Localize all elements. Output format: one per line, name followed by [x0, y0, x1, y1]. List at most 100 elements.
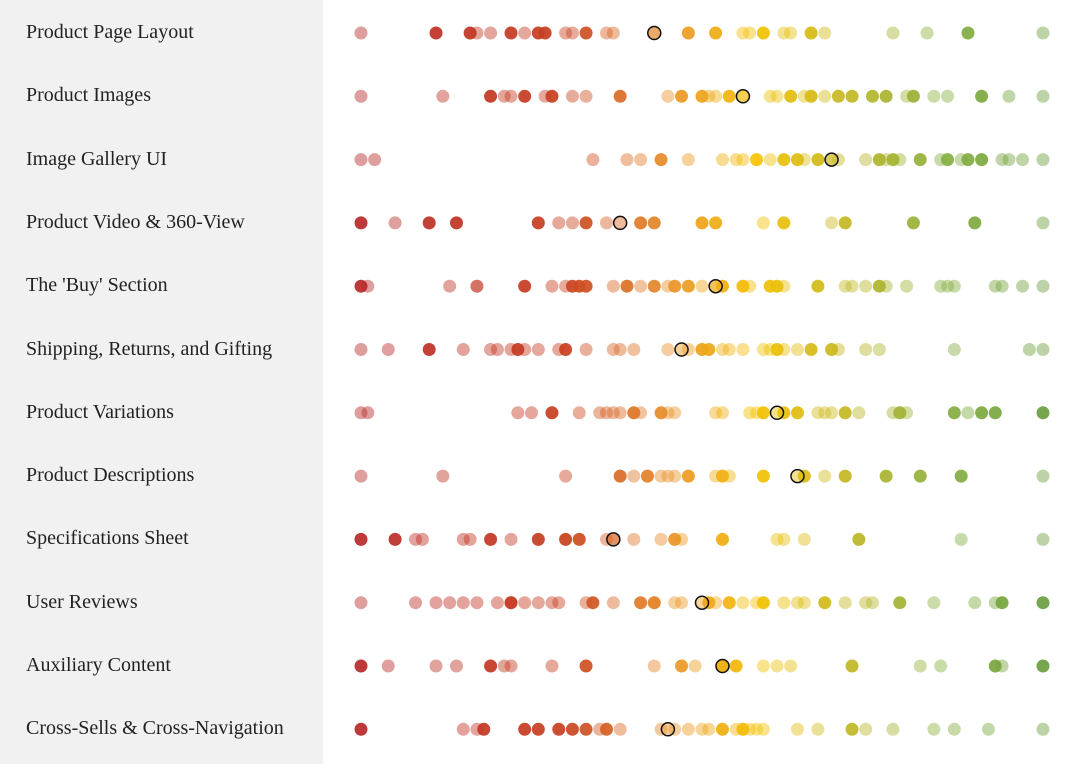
- dot-row: [354, 278, 1050, 294]
- data-point-emphasized: [429, 26, 443, 40]
- data-point-emphasized: [838, 406, 852, 420]
- data-point-emphasized: [559, 532, 573, 546]
- data-point-emphasized: [675, 89, 689, 103]
- data-point-emphasized: [531, 532, 545, 546]
- data-point: [606, 26, 620, 40]
- data-point: [763, 153, 777, 167]
- data-point: [634, 406, 648, 420]
- data-point: [647, 659, 661, 673]
- data-point-emphasized: [531, 722, 545, 736]
- data-point-emphasized: [422, 343, 436, 356]
- data-point-emphasized: [777, 153, 791, 167]
- data-point: [668, 406, 682, 420]
- data-point: [415, 532, 429, 546]
- data-point: [634, 279, 648, 293]
- data-point: [470, 26, 484, 40]
- data-point: [859, 279, 873, 293]
- data-point: [1036, 532, 1050, 546]
- data-point: [606, 343, 620, 356]
- data-point: [988, 279, 1002, 293]
- data-point-emphasized: [709, 26, 723, 40]
- row-marker: [790, 468, 805, 484]
- data-point: [695, 279, 709, 293]
- data-point: [504, 596, 518, 610]
- data-point: [443, 596, 457, 610]
- data-point: [722, 469, 736, 483]
- data-point: [668, 469, 682, 483]
- data-point: [920, 26, 934, 40]
- data-point-emphasized: [545, 89, 559, 103]
- data-point: [361, 279, 375, 293]
- data-point-emphasized: [961, 26, 975, 40]
- row-marker: [824, 152, 839, 167]
- data-point: [777, 26, 791, 40]
- data-point-emphasized: [777, 216, 791, 230]
- data-point: [797, 596, 811, 610]
- data-point: [866, 596, 879, 610]
- row-marker: [708, 278, 723, 294]
- row-marker: [694, 595, 710, 610]
- data-point: [634, 153, 648, 167]
- data-point: [927, 596, 941, 610]
- data-point-emphasized: [941, 153, 955, 167]
- data-point: [668, 596, 682, 610]
- data-point: [497, 659, 511, 673]
- data-point-emphasized: [518, 89, 532, 103]
- data-point-emphasized: [565, 722, 579, 736]
- data-point-emphasized: [559, 343, 573, 356]
- data-point-emphasized: [600, 722, 614, 736]
- data-point-emphasized: [906, 216, 920, 230]
- data-point: [579, 343, 593, 356]
- row-label: Product Page Layout: [26, 21, 194, 43]
- data-point-emphasized: [354, 532, 368, 546]
- data-point: [409, 596, 423, 610]
- data-point-emphasized: [354, 216, 368, 230]
- row-label: Product Images: [26, 84, 151, 107]
- data-point: [613, 406, 627, 420]
- data-point-emphasized: [518, 722, 532, 736]
- data-point: [504, 532, 518, 546]
- data-point-emphasized: [845, 659, 859, 673]
- data-point-emphasized: [954, 469, 968, 483]
- data-point: [647, 26, 661, 40]
- data-point-emphasized: [729, 659, 743, 673]
- data-point: [995, 279, 1009, 293]
- data-point: [688, 659, 702, 673]
- data-point-emphasized: [804, 26, 818, 40]
- row-label: Product Variations: [26, 400, 174, 423]
- data-point: [934, 659, 948, 673]
- data-point-emphasized: [715, 659, 729, 673]
- row-label: Specifications Sheet: [26, 527, 189, 550]
- dot-row: [354, 405, 1050, 421]
- data-point: [545, 659, 559, 673]
- data-point: [627, 343, 641, 356]
- data-point: [831, 343, 845, 356]
- data-point: [381, 343, 395, 356]
- data-point-emphasized: [804, 343, 818, 356]
- data-point-emphasized: [477, 722, 491, 736]
- data-point: [586, 153, 600, 167]
- row-marker: [606, 532, 621, 547]
- data-point-emphasized: [975, 89, 989, 103]
- data-point-emphasized: [504, 596, 518, 610]
- data-point: [756, 722, 770, 736]
- data-point: [709, 89, 723, 103]
- data-point-emphasized: [838, 469, 852, 483]
- data-point-emphasized: [988, 659, 1002, 673]
- data-point-emphasized: [818, 596, 832, 610]
- data-point: [784, 26, 798, 40]
- data-point: [736, 26, 750, 40]
- data-point: [627, 469, 641, 483]
- data-point-emphasized: [770, 343, 784, 356]
- data-point: [1036, 26, 1050, 40]
- data-point-emphasized: [811, 279, 825, 293]
- data-point: [661, 406, 675, 420]
- data-point: [681, 153, 695, 167]
- data-point-emphasized: [681, 279, 695, 293]
- data-point-emphasized: [790, 406, 804, 420]
- data-point: [790, 596, 804, 610]
- data-point: [545, 279, 559, 293]
- dot-row: [354, 532, 1050, 547]
- data-point: [443, 279, 457, 293]
- data-point-emphasized: [838, 216, 852, 230]
